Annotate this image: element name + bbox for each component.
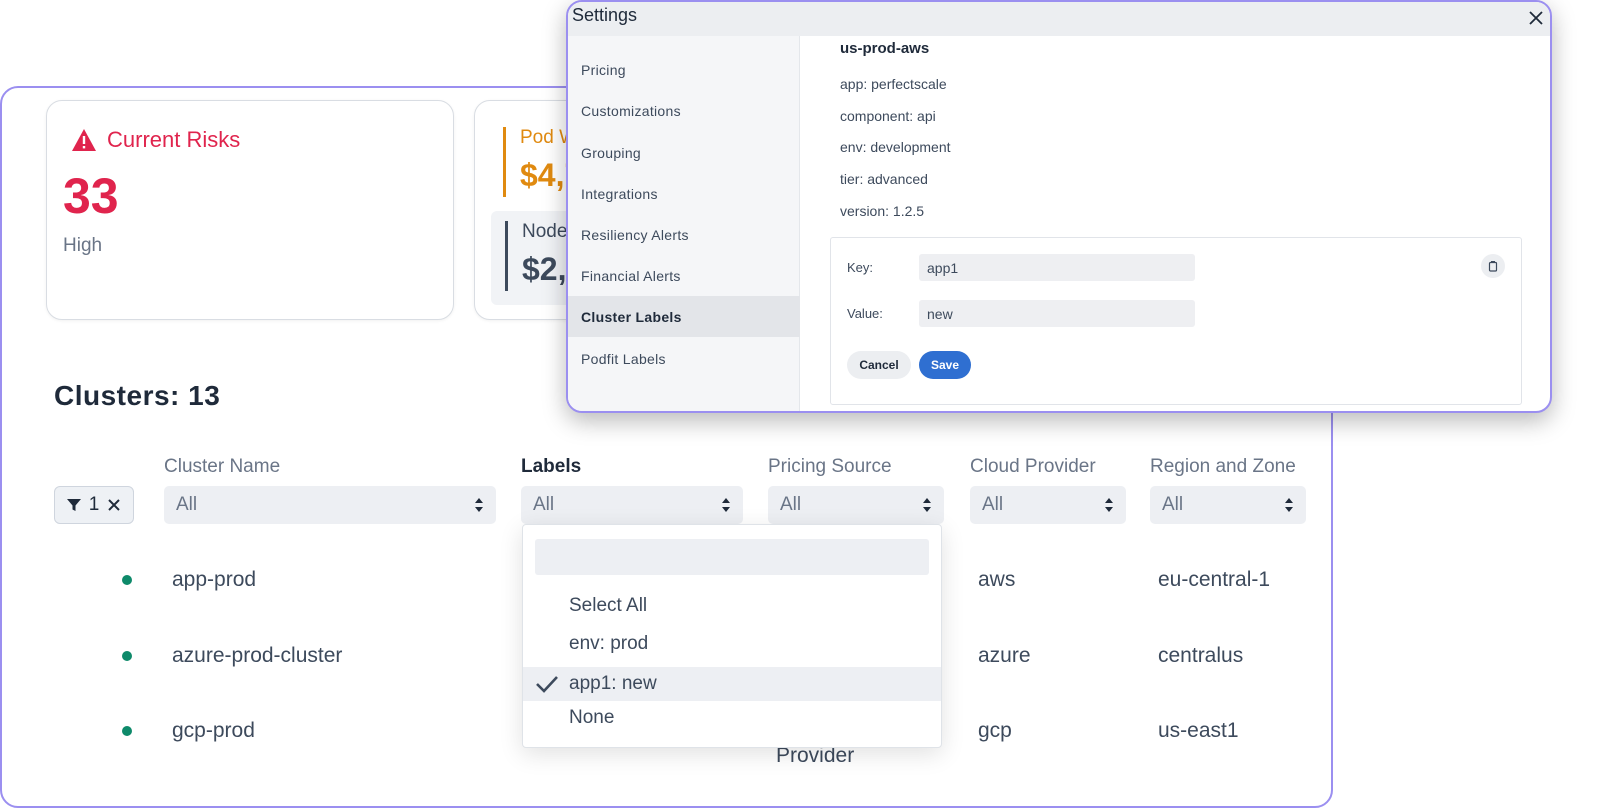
settings-modal: Settings Pricing Customizations Grouping… (566, 0, 1552, 413)
sort-arrows-icon (1105, 498, 1113, 512)
value-label: Value: (847, 306, 883, 321)
dropdown-option-app1-new[interactable]: app1: new (523, 667, 941, 701)
sidebar-item-customizations[interactable]: Customizations (568, 90, 800, 131)
sidebar-item-label: Cluster Labels (581, 308, 682, 325)
provider-text: Provider (776, 744, 855, 767)
region-zone-select[interactable]: All (1150, 486, 1306, 524)
sidebar-item-label: Integrations (581, 185, 658, 202)
dropdown-option-select-all[interactable]: Select All (523, 589, 941, 623)
labels-select-value: All (533, 494, 555, 515)
sidebar-item-label: Customizations (581, 102, 681, 119)
close-icon[interactable] (1526, 8, 1546, 28)
settings-sidebar: Pricing Customizations Grouping Integrat… (568, 36, 800, 411)
column-header-cloud-provider[interactable]: Cloud Provider (970, 456, 1096, 477)
status-dot (122, 726, 132, 736)
value-input[interactable] (919, 300, 1195, 327)
current-risks-header: Current Risks (71, 127, 240, 153)
key-input[interactable] (919, 254, 1195, 281)
warning-icon (72, 129, 96, 151)
cluster-label-item: env: development (840, 139, 951, 155)
region-cell: eu-central-1 (1158, 568, 1271, 591)
cluster-label-item: tier: advanced (840, 171, 928, 187)
sidebar-item-grouping[interactable]: Grouping (568, 132, 800, 173)
filter-icon (66, 499, 81, 511)
cluster-name-select-value: All (176, 494, 198, 515)
status-dot (122, 575, 132, 585)
region-zone-select-value: All (1162, 494, 1184, 515)
dropdown-option-env-prod[interactable]: env: prod (523, 627, 941, 661)
cluster-name-select[interactable]: All (164, 486, 496, 524)
clusters-title: Clusters: 13 (54, 380, 221, 411)
cluster-label-item: component: api (840, 108, 936, 124)
sidebar-item-label: Pricing (581, 61, 626, 78)
cloud-provider-select[interactable]: All (970, 486, 1126, 524)
status-dot (122, 651, 132, 661)
sort-arrows-icon (722, 498, 730, 512)
active-filter-chip[interactable]: 1 (54, 486, 134, 524)
settings-modal-header: Settings (568, 2, 1550, 36)
label-edit-form: Key: Value: Cancel Save (830, 237, 1522, 405)
column-header-labels[interactable]: Labels (521, 456, 582, 477)
sidebar-item-label: Podfit Labels (581, 350, 666, 367)
labels-search-input[interactable] (535, 539, 929, 575)
cluster-labels-content: us-prod-aws app: perfectscale component:… (800, 36, 1550, 411)
cluster-label-item: app: perfectscale (840, 76, 947, 92)
save-button[interactable]: Save (919, 351, 971, 379)
delete-label-button[interactable] (1481, 254, 1505, 278)
column-header-region-zone[interactable]: Region and Zone (1150, 456, 1296, 477)
dropdown-option-label: Select All (569, 595, 648, 616)
current-risks-level: High (63, 235, 103, 256)
sidebar-item-integrations[interactable]: Integrations (568, 173, 800, 214)
region-cell: centralus (1158, 644, 1244, 667)
current-risks-value: 33 (63, 168, 119, 224)
sidebar-item-pricing[interactable]: Pricing (568, 49, 800, 90)
dropdown-option-label: app1: new (569, 673, 657, 694)
trash-icon (1488, 261, 1498, 272)
cloud-provider-select-value: All (982, 494, 1004, 515)
sidebar-item-resiliency-alerts[interactable]: Resiliency Alerts (568, 214, 800, 255)
cloud-provider-cell: gcp (978, 719, 1012, 742)
cluster-label-item: version: 1.2.5 (840, 203, 925, 219)
sidebar-item-label: Grouping (581, 144, 641, 161)
sidebar-item-label: Resiliency Alerts (581, 226, 689, 243)
cloud-provider-cell: azure (978, 644, 1031, 667)
sidebar-item-cluster-labels[interactable]: Cluster Labels (568, 296, 800, 337)
cloud-provider-cell: aws (978, 568, 1016, 591)
labels-dropdown: Select All env: prod app1: new None (522, 524, 942, 748)
sidebar-item-label: Financial Alerts (581, 267, 681, 284)
column-header-pricing-source[interactable]: Pricing Source (768, 456, 892, 477)
settings-modal-title: Settings (572, 5, 638, 25)
region-cell: us-east1 (1158, 719, 1239, 742)
cluster-name-heading: us-prod-aws (840, 40, 930, 57)
cancel-button[interactable]: Cancel (847, 351, 911, 379)
key-label: Key: (847, 260, 874, 275)
dropdown-option-label: None (569, 707, 615, 728)
sidebar-item-podfit-labels[interactable]: Podfit Labels (568, 338, 800, 379)
column-header-cluster-name[interactable]: Cluster Name (164, 456, 281, 477)
checkmark-icon (536, 676, 558, 693)
pricing-source-select[interactable]: All (768, 486, 944, 524)
close-icon[interactable] (107, 498, 121, 512)
cluster-name-cell[interactable]: gcp-prod (172, 719, 255, 742)
dropdown-option-label: env: prod (569, 633, 649, 654)
labels-select[interactable]: All (521, 486, 743, 524)
node-idle-bar (505, 221, 508, 291)
current-risks-title: Current Risks (107, 127, 241, 152)
sort-arrows-icon (1285, 498, 1293, 512)
sort-arrows-icon (923, 498, 931, 512)
cluster-name-cell[interactable]: app-prod (172, 568, 257, 591)
current-risks-card[interactable]: Current Risks 33 High (46, 100, 454, 320)
filter-count: 1 (88, 494, 100, 515)
dropdown-option-none[interactable]: None (523, 701, 941, 735)
sort-arrows-icon (475, 498, 483, 512)
pricing-source-select-value: All (780, 494, 802, 515)
cluster-name-cell[interactable]: azure-prod-cluster (172, 644, 343, 667)
sidebar-item-financial-alerts[interactable]: Financial Alerts (568, 255, 800, 296)
